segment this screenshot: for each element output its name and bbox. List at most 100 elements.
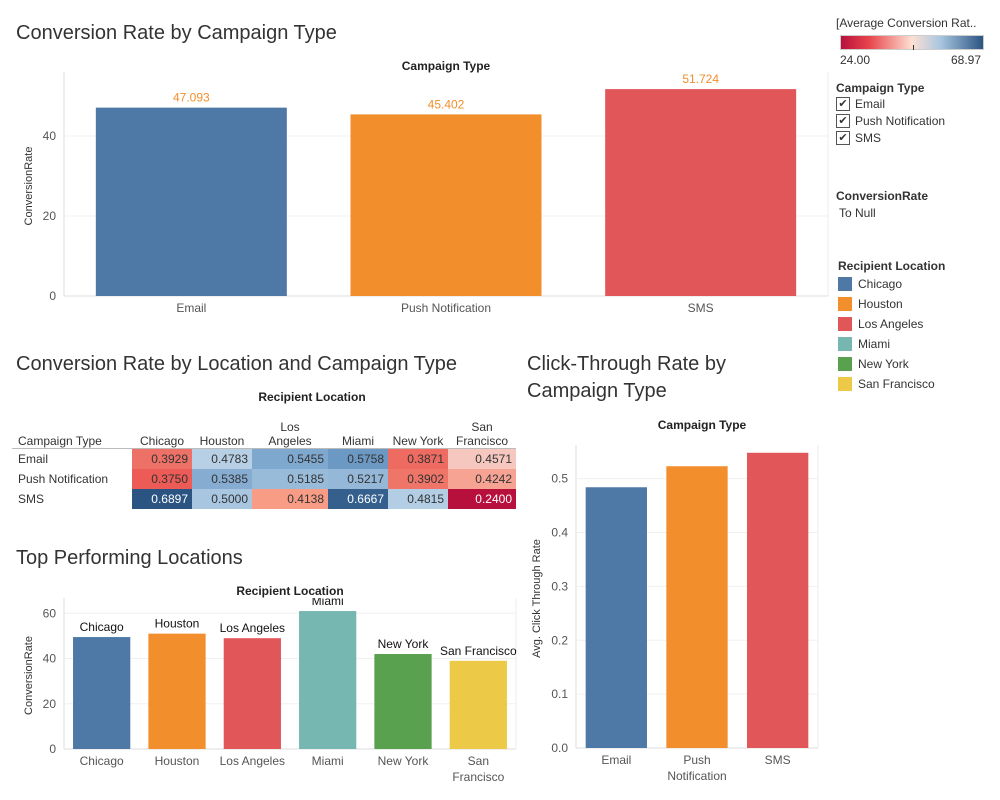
location-legend-item[interactable]: Miami xyxy=(838,337,890,351)
heatmap-header: Recipient Location xyxy=(258,390,366,404)
y-tick-label: 0.1 xyxy=(551,687,568,701)
x-tick-label: SMS xyxy=(765,753,791,767)
heatmap-cell[interactable]: 0.4783 xyxy=(192,448,252,469)
bar xyxy=(148,633,206,749)
heatmap-cell[interactable]: 0.5000 xyxy=(192,489,252,509)
y-tick-label: 20 xyxy=(43,209,57,223)
checkbox-icon[interactable]: ✔ xyxy=(836,97,850,111)
location-legend-label: Houston xyxy=(858,297,903,311)
x-tick-label: Los Angeles xyxy=(220,754,285,768)
location-legend-item[interactable]: Los Angeles xyxy=(838,317,923,331)
heatmap-col-header: New York xyxy=(388,404,448,449)
heatmap-col-header: Chicago xyxy=(132,404,192,449)
ctr-header: Campaign Type xyxy=(657,418,747,432)
heatmap-cell[interactable]: 0.5455 xyxy=(252,448,328,469)
gradient-bar xyxy=(840,35,984,50)
y-tick-label: 0.3 xyxy=(551,579,568,593)
campaign-filter-push[interactable]: ✔ Push Notification xyxy=(836,114,945,128)
color-swatch xyxy=(838,337,852,351)
heatmap-cell[interactable]: 0.5217 xyxy=(328,469,388,489)
checkbox-icon[interactable]: ✔ xyxy=(836,131,850,145)
heatmap-cell[interactable]: 0.4571 xyxy=(448,448,516,469)
top-locations-header: Recipient Location xyxy=(236,584,344,598)
heatmap-cell[interactable]: 0.5185 xyxy=(252,469,328,489)
x-tick-label: Miami xyxy=(312,754,344,768)
chart1-svg: 0 20 40 ConversionRate 47.093 Email 45.402 Push… xyxy=(23,72,829,315)
bar-category-label: New York xyxy=(378,637,430,651)
heatmap-row-label: Push Notification xyxy=(18,472,109,486)
y-axis-label: ConversionRate xyxy=(23,147,35,226)
campaign-filter-label: Email xyxy=(855,97,886,111)
x-tick-label: San xyxy=(468,754,489,768)
y-tick-label: 0.2 xyxy=(551,633,568,647)
heatmap-cell[interactable]: 0.2400 xyxy=(448,489,516,509)
bar xyxy=(374,654,432,749)
top-locations-svg: 0 20 40 60 ConversionRate Chicago Chicago Houst… xyxy=(23,598,517,784)
gradient-max-label: 68.97 xyxy=(951,53,982,67)
bar-category-label: Chicago xyxy=(80,620,124,634)
bar xyxy=(73,637,131,749)
heatmap-header-row: Campaign Type Chicago Houston Los Angele… xyxy=(12,404,516,449)
campaign-filter-sms[interactable]: ✔ SMS xyxy=(836,131,881,145)
color-swatch xyxy=(838,277,852,291)
conversion-filter-title: ConversionRate xyxy=(836,189,929,203)
conversion-filter-value[interactable]: To Null xyxy=(839,206,876,220)
heatmap-cell[interactable]: 0.6897 xyxy=(132,489,192,509)
bar xyxy=(449,660,507,749)
y-tick-label: 0 xyxy=(49,742,56,756)
y-tick-label: 20 xyxy=(43,697,57,711)
x-tick-label: Email xyxy=(176,301,206,315)
gradient-legend-title: [Average Conversion Rat.. xyxy=(836,16,977,30)
heatmap-cell[interactable]: 0.3750 xyxy=(132,469,192,489)
heatmap-row: Push Notification 0.3750 0.5385 0.5185 0… xyxy=(12,469,516,489)
heatmap-col-header: Miami xyxy=(328,404,388,449)
bar xyxy=(299,611,357,749)
x-tick-label: Notification xyxy=(667,769,726,783)
location-legend-label: Chicago xyxy=(858,277,903,291)
heatmap-row-label: SMS xyxy=(18,492,45,506)
heatmap-cell[interactable]: 0.3871 xyxy=(388,448,448,469)
chart1-title: Conversion Rate by Campaign Type xyxy=(16,22,337,44)
color-swatch xyxy=(838,317,852,331)
x-tick-label: Francisco xyxy=(452,770,504,784)
checkbox-icon[interactable]: ✔ xyxy=(836,114,850,128)
bar xyxy=(666,466,728,748)
location-legend-label: New York xyxy=(858,357,909,371)
heatmap-cell[interactable]: 0.4138 xyxy=(252,489,328,509)
heatmap-cell[interactable]: 0.5758 xyxy=(328,448,388,469)
heatmap-row-header: Campaign Type xyxy=(12,404,132,449)
heatmap-cell[interactable]: 0.4815 xyxy=(388,489,448,509)
location-legend-item[interactable]: New York xyxy=(838,357,909,371)
y-tick-label: 40 xyxy=(43,129,57,143)
gradient-min-label: 24.00 xyxy=(840,53,871,67)
ctr-svg: 0.0 0.1 0.2 0.3 0.4 0.5 Avg. Click Through Rat… xyxy=(531,445,819,783)
heatmap-row-label: Email xyxy=(18,452,49,466)
y-tick-label: 0.0 xyxy=(551,741,568,755)
location-legend-item[interactable]: Houston xyxy=(838,297,903,311)
heatmap-title: Conversion Rate by Location and Campaign… xyxy=(16,353,458,375)
x-tick-label: Push xyxy=(683,753,710,767)
bar xyxy=(605,89,797,296)
bar xyxy=(95,107,287,297)
data-label: 47.093 xyxy=(173,91,210,105)
heatmap-cell[interactable]: 0.5385 xyxy=(192,469,252,489)
bar xyxy=(747,452,809,748)
location-legend-item[interactable]: Chicago xyxy=(838,277,902,291)
campaign-filter-email[interactable]: ✔ Email xyxy=(836,97,885,111)
y-tick-label: 0 xyxy=(49,289,56,303)
x-tick-label: Houston xyxy=(155,754,200,768)
heatmap-cell[interactable]: 0.3929 xyxy=(132,448,192,469)
heatmap-cell[interactable]: 0.4242 xyxy=(448,469,516,489)
bar xyxy=(223,638,281,749)
campaign-filter-label: SMS xyxy=(855,131,882,145)
y-tick-label: 60 xyxy=(43,606,57,620)
x-tick-label: New York xyxy=(378,754,430,768)
color-swatch xyxy=(838,357,852,371)
y-tick-label: 40 xyxy=(43,652,57,666)
heatmap-cell[interactable]: 0.3902 xyxy=(388,469,448,489)
heatmap-cell[interactable]: 0.6667 xyxy=(328,489,388,509)
campaign-legend-title: Campaign Type xyxy=(836,81,925,95)
x-tick-label: Chicago xyxy=(80,754,124,768)
location-legend-item[interactable]: San Francisco xyxy=(838,377,935,391)
chart1-header: Campaign Type xyxy=(401,59,491,73)
